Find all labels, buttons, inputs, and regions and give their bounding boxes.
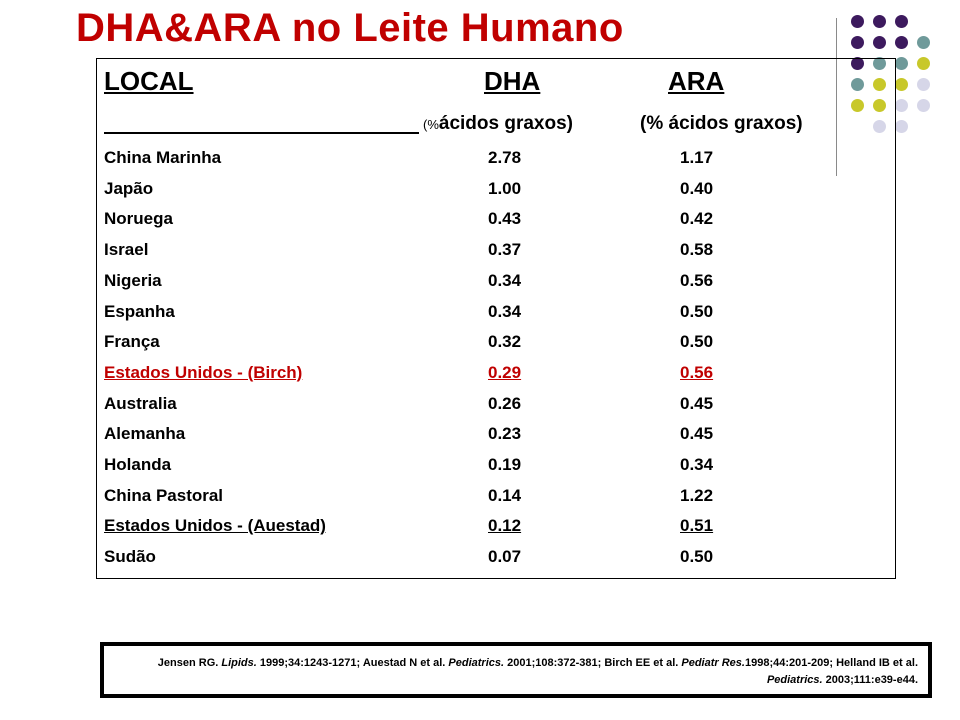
ref-journal: Pediatrics. (448, 657, 505, 669)
row-location: Nigeria (104, 270, 162, 290)
row-location: Espanha (104, 301, 175, 321)
row-location: Israel (104, 240, 149, 260)
decorative-dot (917, 57, 930, 70)
row-location: França (104, 332, 160, 352)
ref-part: 1999;34:1243-1271; Auestad N et al. (256, 657, 449, 669)
row-location: Holanda (104, 455, 172, 474)
ref-part: 2001;108:372-381; Birch EE et al. (504, 657, 682, 669)
ref-journal: Pediatrics. (766, 674, 823, 686)
ref-journal: Pediatr Res. (681, 657, 745, 669)
row-ara-value: 0.40 (680, 178, 714, 198)
row-dha-value: 0.34 (488, 270, 522, 290)
decorative-vertical-line (836, 18, 837, 176)
row-dha-value: 0.29 (488, 362, 522, 382)
row-ara-value: 1.22 (680, 485, 714, 505)
subheader-dha-rest: ácidos graxos) (438, 113, 573, 134)
row-ara-value: 0.42 (680, 209, 714, 229)
row-dha-value: 0.26 (488, 393, 522, 413)
decorative-dot (917, 36, 930, 49)
row-location: Japão (104, 178, 154, 198)
slide-title: DHA&ARA no Leite Humano (76, 6, 624, 50)
decorative-dot (851, 15, 864, 28)
decorative-dot (895, 15, 908, 28)
reference-text: Jensen RG. Lipids. 1999;34:1243-1271; Au… (118, 655, 918, 689)
ref-part: 1998;44:201-209; Helland IB et al. (744, 657, 918, 669)
ref-part: Jensen RG. (157, 657, 222, 669)
header-ara: ARA (668, 66, 725, 96)
row-dha-value: 0.07 (488, 547, 522, 567)
row-ara-value: 0.50 (680, 301, 714, 321)
header-underline-rule (104, 132, 419, 134)
row-ara-value: 0.56 (680, 362, 714, 382)
reference-box: Jensen RG. Lipids. 1999;34:1243-1271; Au… (100, 642, 932, 698)
row-dha-value: 0.43 (488, 209, 522, 229)
row-location: Estados Unidos - (Birch) (104, 362, 303, 382)
decorative-dot (895, 36, 908, 49)
row-location: Sudão (104, 547, 156, 567)
row-dha-value: 0.14 (488, 485, 522, 505)
row-location: Estados Unidos - (Auestad) (104, 516, 326, 536)
decorative-dot (873, 15, 886, 28)
row-dha-value: 0.23 (488, 424, 522, 444)
header-dha: DHA (484, 66, 541, 96)
row-ara-value: 0.50 (680, 547, 714, 567)
subheader-dha-units: (%ácidos graxos) (423, 113, 573, 135)
decorative-dot (895, 57, 908, 70)
row-dha-value: 1.00 (488, 178, 522, 198)
subheader-dha-prefix: (% (423, 117, 439, 132)
decorative-dot (873, 36, 886, 49)
subheader-ara-units: (% ácidos graxos) (640, 113, 803, 134)
ref-journal: Lipids. (221, 657, 257, 669)
decorative-dot (851, 36, 864, 49)
header-local: LOCAL (104, 66, 194, 96)
row-dha-value: 0.12 (488, 516, 522, 536)
row-dha-value: 0.32 (488, 332, 522, 352)
row-location: China Marinha (104, 148, 222, 167)
row-location: Alemanha (104, 424, 186, 444)
row-ara-value: 0.45 (680, 393, 714, 413)
row-dha-value: 2.78 (488, 148, 522, 167)
row-location: Noruega (104, 209, 173, 229)
row-ara-value: 0.45 (680, 424, 714, 444)
row-ara-value: 0.50 (680, 332, 714, 352)
decorative-dot (895, 120, 908, 133)
row-ara-value: 0.56 (680, 270, 714, 290)
row-location: China Pastoral (104, 485, 224, 505)
ref-part: 2003;111:e39-e44. (822, 674, 918, 686)
row-ara-value: 0.34 (680, 455, 714, 474)
decorative-dot (917, 99, 930, 112)
row-dha-value: 0.19 (488, 455, 522, 474)
row-dha-value: 0.34 (488, 301, 522, 321)
data-table-frame (96, 58, 896, 579)
row-ara-value: 0.51 (680, 516, 714, 536)
decorative-dot (895, 99, 908, 112)
decorative-dot (895, 78, 908, 91)
decorative-dot (917, 78, 930, 91)
row-dha-value: 0.37 (488, 240, 522, 260)
row-ara-value: 1.17 (680, 148, 714, 167)
row-location: Australia (104, 393, 177, 413)
row-ara-value: 0.58 (680, 240, 714, 260)
